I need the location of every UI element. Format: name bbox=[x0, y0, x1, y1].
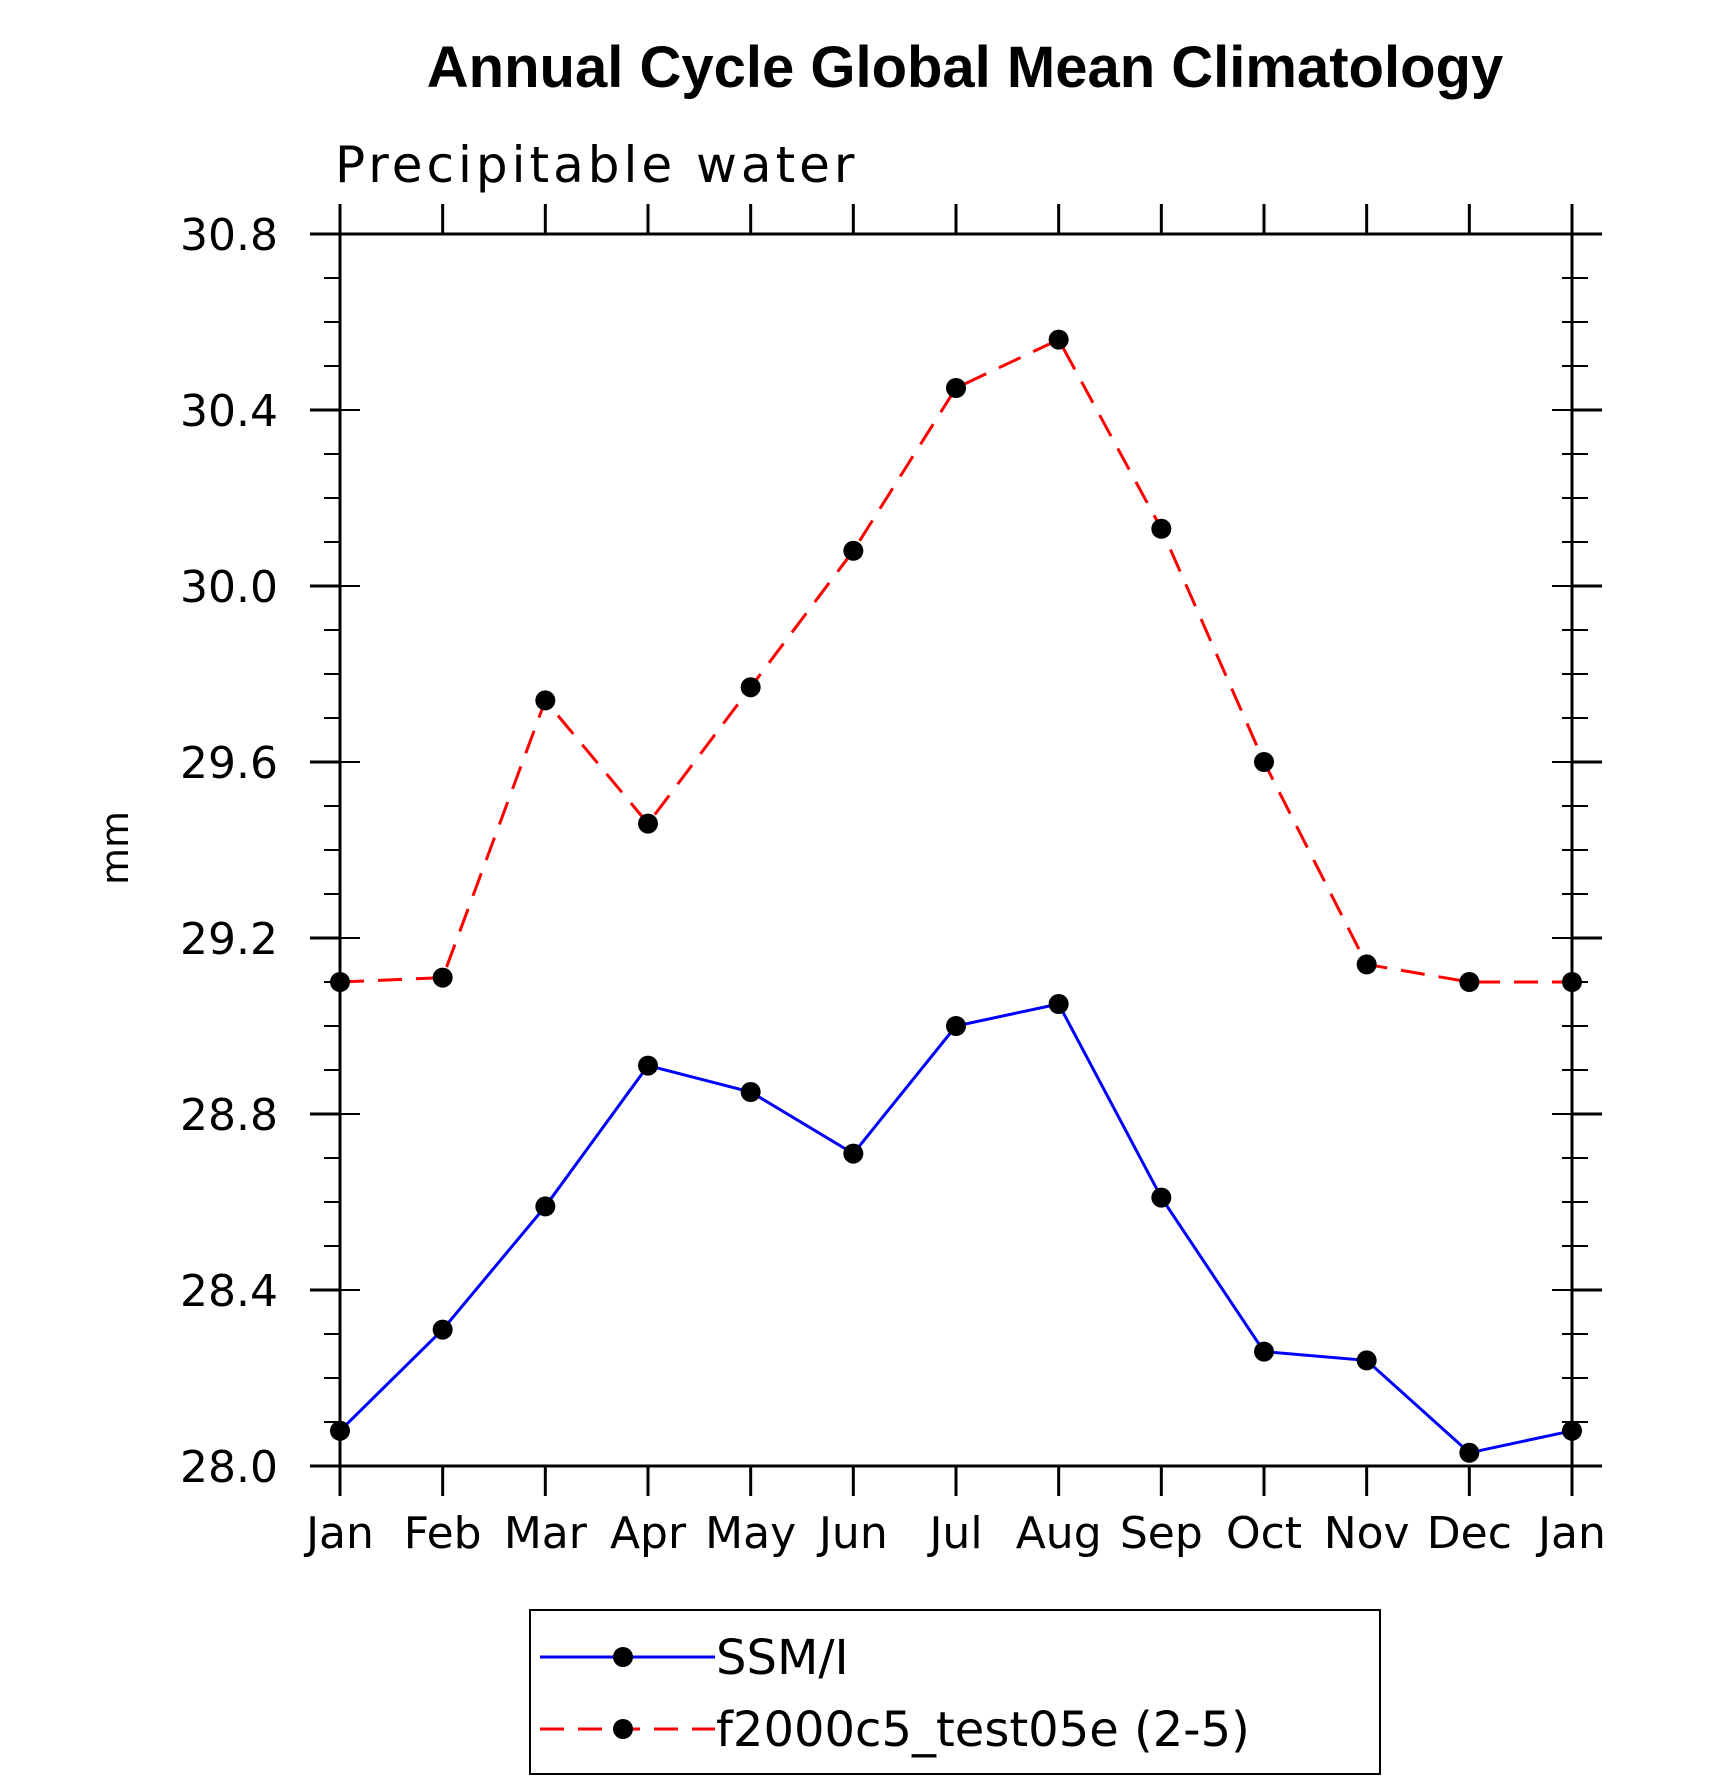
data-point bbox=[535, 1196, 556, 1217]
data-point bbox=[1151, 518, 1172, 539]
x-tick-label: Jan bbox=[1535, 1508, 1606, 1559]
x-tick-label: May bbox=[705, 1508, 796, 1559]
legend-marker bbox=[613, 1647, 633, 1667]
y-tick-label: 30.4 bbox=[180, 386, 278, 437]
data-point bbox=[1254, 752, 1274, 772]
x-tick-label: Jan bbox=[303, 1508, 374, 1559]
series-layer bbox=[330, 329, 1582, 1463]
x-tick-label: Jun bbox=[816, 1508, 888, 1559]
x-tick-label: Mar bbox=[504, 1508, 588, 1559]
x-tick-label: Nov bbox=[1324, 1508, 1410, 1559]
data-point bbox=[1356, 954, 1377, 975]
data-point bbox=[843, 540, 864, 561]
x-tick-label: Jul bbox=[926, 1508, 982, 1559]
data-point bbox=[638, 813, 658, 834]
x-tick-label: Dec bbox=[1427, 1508, 1512, 1559]
legend-label: f2000c5_test05e (2-5) bbox=[716, 1702, 1250, 1758]
plot-frame bbox=[338, 232, 1574, 1468]
series-line bbox=[338, 1002, 1573, 1455]
data-point bbox=[843, 1143, 864, 1164]
data-point bbox=[1048, 994, 1069, 1014]
legend-box bbox=[529, 1609, 1381, 1775]
legend-marker bbox=[613, 1719, 633, 1739]
y-tick-label: 28.4 bbox=[180, 1266, 278, 1317]
legend-entry: f2000c5_test05e (2-5) bbox=[540, 1702, 1250, 1758]
series-line bbox=[339, 337, 1572, 984]
data-point bbox=[535, 690, 556, 711]
x-tick-labels: Jan Feb Mar Apr May Jun Jul Aug Sep Oct Nov Dec Jan bbox=[303, 1508, 1606, 1559]
y-tick-label: 29.6 bbox=[180, 738, 278, 789]
axis-ticks bbox=[310, 204, 1602, 1496]
y-tick-label: 29.2 bbox=[180, 914, 278, 965]
data-point bbox=[432, 967, 453, 988]
y-tick-label: 28.0 bbox=[180, 1442, 278, 1493]
series-0 bbox=[330, 994, 1582, 1463]
legend: SSM/I f2000c5_test05e (2-5) bbox=[529, 1609, 1381, 1775]
y-tick-label: 30.8 bbox=[180, 210, 278, 261]
data-point bbox=[1356, 1350, 1377, 1371]
legend-entry: SSM/I bbox=[540, 1630, 849, 1686]
series-1 bbox=[330, 329, 1582, 992]
x-tick-label: Sep bbox=[1120, 1508, 1203, 1559]
data-point bbox=[638, 1055, 658, 1076]
data-point bbox=[946, 378, 966, 398]
y-tick-labels: 28.0 28.4 28.8 29.2 29.6 30.0 30.4 30.8 bbox=[180, 210, 278, 1493]
data-point bbox=[740, 677, 761, 698]
chart-subtitle: Precipitable water bbox=[335, 136, 859, 194]
x-tick-label: Oct bbox=[1226, 1508, 1302, 1559]
y-axis-label: mm bbox=[93, 811, 137, 885]
data-point bbox=[432, 1319, 453, 1340]
x-tick-label: Apr bbox=[610, 1508, 687, 1559]
x-tick-label: Feb bbox=[404, 1508, 482, 1559]
legend-label: SSM/I bbox=[716, 1630, 849, 1686]
data-point bbox=[1048, 329, 1069, 350]
y-tick-label: 30.0 bbox=[180, 562, 278, 613]
chart-title: Annual Cycle Global Mean Climatology bbox=[427, 35, 1503, 100]
data-point bbox=[1459, 1442, 1480, 1463]
data-point bbox=[1151, 1187, 1172, 1208]
x-tick-label: Aug bbox=[1016, 1508, 1102, 1559]
data-point bbox=[1254, 1341, 1274, 1362]
data-point bbox=[1459, 972, 1480, 992]
y-tick-label: 28.8 bbox=[180, 1090, 278, 1141]
data-point bbox=[740, 1082, 761, 1102]
data-point bbox=[946, 1016, 966, 1036]
